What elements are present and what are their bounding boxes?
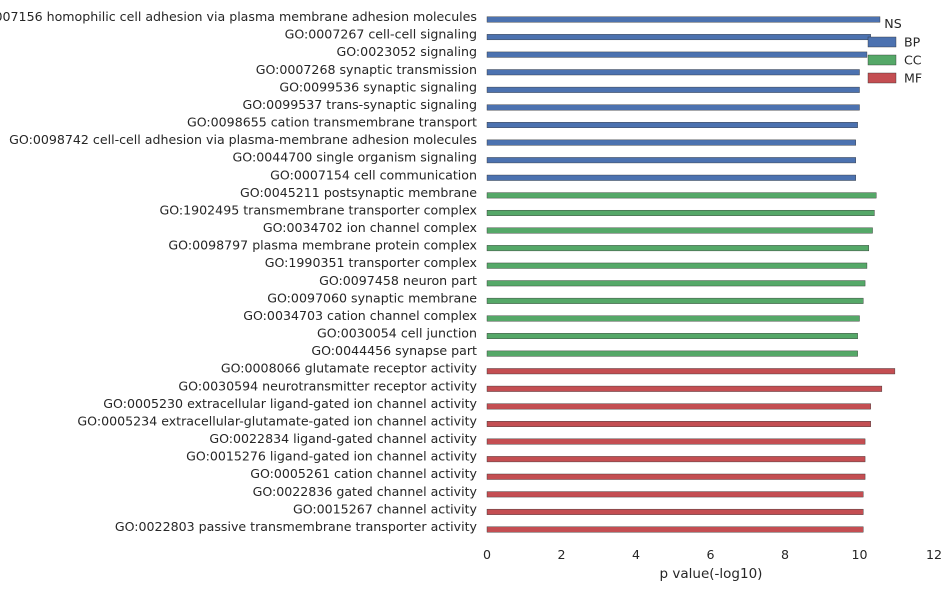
category-label: GO:0098655 cation transmembrane transpor… — [187, 115, 477, 130]
category-label: GO:0007268 synaptic transmission — [256, 62, 477, 77]
bar — [486, 385, 883, 392]
bar — [486, 227, 873, 234]
category-label: GO:0007267 cell-cell signaling — [285, 27, 477, 42]
bar — [486, 122, 858, 128]
bar — [486, 508, 864, 515]
bar — [486, 157, 856, 164]
category-labels-group: GO:0007156 homophilic cell adhesion via … — [0, 9, 478, 534]
bar — [486, 333, 858, 340]
bar — [486, 69, 860, 76]
bar — [486, 315, 860, 322]
bar — [486, 262, 868, 269]
legend-swatch — [867, 36, 897, 48]
x-tick-label: 0 — [483, 547, 491, 562]
category-label: GO:0023052 signaling — [336, 44, 477, 59]
category-label: GO:0097060 synaptic membrane — [267, 290, 477, 305]
category-label: GO:0015276 ligand-gated ion channel acti… — [186, 449, 477, 464]
legend-label: MF — [904, 71, 922, 86]
bar — [486, 209, 875, 216]
legend: NS BP CC MF — [867, 16, 922, 86]
bar — [486, 297, 864, 304]
bar — [486, 421, 871, 427]
bar — [486, 104, 860, 111]
bar — [486, 438, 866, 445]
x-tick-label: 10 — [851, 547, 867, 562]
bar — [486, 350, 858, 357]
legend-label: CC — [904, 53, 922, 68]
category-label: GO:0022803 passive transmembrane transpo… — [115, 519, 478, 534]
bar — [486, 86, 860, 93]
x-tick-label: 2 — [557, 547, 565, 562]
bar — [486, 280, 866, 287]
category-label: GO:0099537 trans-synaptic signaling — [242, 97, 477, 112]
bar — [486, 473, 866, 480]
category-label: GO:0034703 cation channel complex — [243, 308, 477, 323]
bar — [486, 174, 856, 181]
legend-label: BP — [904, 35, 921, 50]
x-axis-ticks-group: 0 2 4 6 8 10 12 — [483, 547, 942, 562]
category-label: GO:0007154 cell communication — [270, 167, 477, 182]
category-label: GO:0098742 cell-cell adhesion via plasma… — [9, 132, 477, 147]
bar — [486, 403, 871, 410]
bar — [486, 245, 870, 252]
bar — [486, 139, 856, 146]
category-label: GO:0022834 ligand-gated channel activity — [209, 431, 477, 446]
bar — [486, 34, 871, 41]
category-label: GO:0098797 plasma membrane protein compl… — [168, 238, 477, 253]
category-label: GO:0008066 glutamate receptor activity — [221, 361, 478, 376]
category-label: GO:0005230 extracellular ligand-gated io… — [103, 396, 477, 411]
category-label: GO:0005261 cation channel activity — [250, 466, 477, 481]
category-label: GO:0097458 neuron part — [319, 273, 477, 288]
bar — [486, 368, 896, 375]
legend-swatch — [867, 54, 897, 66]
category-label: GO:0044700 single organism signaling — [233, 150, 477, 165]
category-label: GO:0022836 gated channel activity — [253, 484, 478, 499]
x-tick-label: 8 — [781, 547, 789, 562]
category-label: GO:0005234 extracellular-glutamate-gated… — [77, 413, 477, 428]
category-label: GO:0015267 channel activity — [293, 501, 478, 516]
category-label: GO:0045211 postsynaptic membrane — [240, 185, 477, 200]
category-label: GO:0030594 neurotransmitter receptor act… — [178, 378, 477, 393]
category-label: GO:0007156 homophilic cell adhesion via … — [0, 9, 477, 24]
category-label: GO:0044456 synapse part — [311, 343, 477, 358]
category-label: GO:1990351 transporter complex — [265, 255, 478, 270]
bar — [486, 456, 866, 463]
category-label: GO:0030054 cell junction — [317, 326, 477, 341]
category-label: GO:1902495 transmembrane transporter com… — [159, 202, 477, 217]
bar — [486, 526, 864, 533]
bar — [486, 491, 864, 498]
x-tick-label: 4 — [632, 547, 640, 562]
category-label: GO:0034702 ion channel complex — [263, 220, 478, 235]
bar — [486, 16, 881, 23]
x-tick-label: 6 — [706, 547, 714, 562]
x-tick-label: 12 — [926, 547, 942, 562]
legend-title: NS — [884, 16, 901, 31]
bar — [486, 51, 868, 58]
bars-group — [486, 16, 896, 533]
legend-swatch — [867, 72, 897, 84]
bar — [486, 192, 877, 199]
x-axis-label: p value(-log10) — [660, 566, 763, 582]
category-label: GO:0099536 synaptic signaling — [279, 79, 477, 94]
